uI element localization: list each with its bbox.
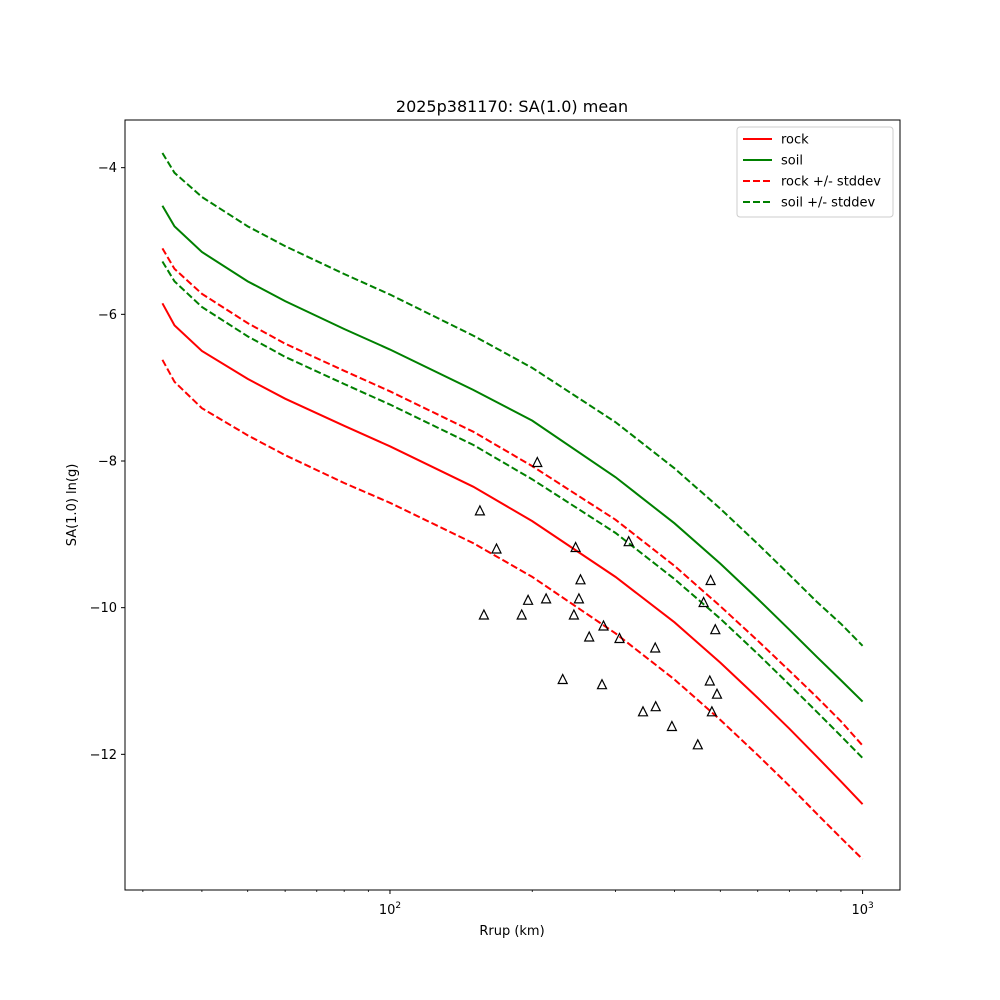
y-tick-label: −4	[98, 161, 117, 176]
legend: rock soil rock +/- stddev soil +/- stddev	[736, 126, 894, 218]
y-tick-label: −8	[98, 455, 117, 470]
plot-area	[161, 152, 864, 860]
observation-point	[623, 535, 635, 547]
y-tick-label: −6	[98, 308, 117, 323]
observation-point	[637, 705, 649, 717]
observation-point	[649, 641, 661, 653]
series-line-0	[161, 302, 864, 805]
series-line-2	[161, 247, 864, 747]
series-line-1	[161, 205, 864, 703]
observation-point	[568, 608, 580, 620]
observation-point	[573, 592, 585, 604]
observation-point	[531, 456, 543, 468]
series-line-5	[161, 261, 864, 759]
axes: 102 103−4−6−8−10−12	[90, 161, 874, 918]
observation-point	[557, 673, 569, 685]
y-tick-label: −12	[90, 748, 117, 763]
observation-point	[478, 608, 490, 620]
y-tick-label: −10	[90, 601, 117, 616]
x-axis-label: Rrup (km)	[479, 924, 544, 939]
series-line-3	[161, 359, 864, 860]
observation-point	[491, 542, 502, 554]
observation-point	[704, 674, 716, 686]
observation-point	[698, 596, 710, 608]
observation-point	[705, 574, 717, 586]
y-axis-label: SA(1.0) ln(g)	[65, 464, 80, 547]
observation-point	[540, 592, 552, 604]
observation-point	[666, 720, 678, 732]
legend-label: soil +/- stddev	[781, 196, 876, 211]
observation-point	[711, 687, 723, 699]
observation-point	[692, 738, 704, 750]
observation-point	[614, 632, 625, 644]
series-line-4	[161, 152, 864, 647]
plot-frame	[124, 119, 901, 891]
observation-point	[596, 678, 608, 690]
legend-label: rock +/- stddev	[781, 175, 881, 190]
legend-label: soil	[781, 154, 803, 169]
legend-box	[736, 126, 894, 218]
observation-point	[522, 593, 534, 605]
observation-point	[575, 573, 586, 585]
chart-title: 2025p381170: SA(1.0) mean	[396, 97, 628, 116]
observation-point	[583, 630, 595, 642]
observation-point	[650, 700, 662, 712]
observation-point	[516, 608, 528, 620]
observation-point	[570, 541, 582, 553]
legend-label: rock	[781, 133, 809, 148]
observation-point	[474, 504, 486, 516]
observation-point	[706, 705, 718, 717]
observation-point	[709, 623, 721, 635]
observation-point	[598, 619, 609, 631]
